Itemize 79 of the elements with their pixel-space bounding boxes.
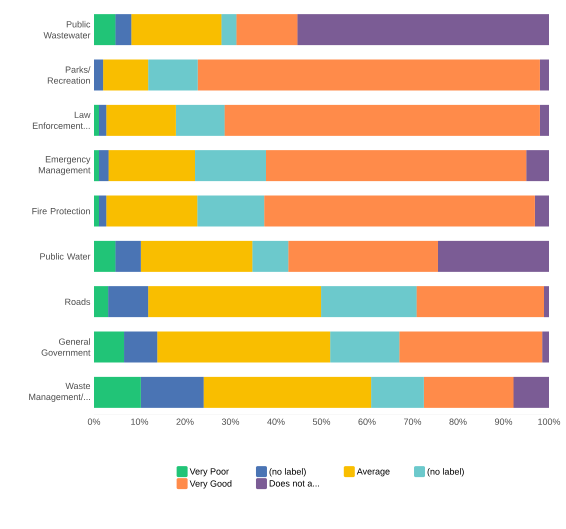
bar [371, 376, 424, 408]
bar [288, 240, 438, 272]
bar [526, 150, 550, 182]
bar [140, 240, 252, 272]
y-tick-label: Parks/ Recreation [48, 66, 90, 84]
bar [148, 60, 198, 91]
bar [438, 240, 550, 272]
x-tick-label: 10% [131, 418, 148, 425]
bar [106, 196, 198, 227]
bar [157, 332, 330, 363]
bar [540, 104, 550, 136]
legend-label: Average [356, 468, 390, 476]
y-tick-label: Public Water [40, 253, 90, 260]
bar [204, 376, 372, 408]
bar [94, 60, 104, 91]
bar [236, 14, 298, 46]
x-tick-label: 30% [222, 418, 240, 425]
legend-label: Very Poor [190, 468, 229, 476]
bar [124, 332, 158, 363]
bar [94, 240, 116, 272]
bar [115, 240, 141, 272]
y-tick-label: Public Wastewater [44, 20, 90, 38]
bar [197, 196, 264, 227]
x-tick-label: 20% [176, 418, 194, 425]
bar [321, 286, 417, 318]
bar [99, 150, 109, 182]
legend-label: (no label) [270, 468, 306, 477]
bar [534, 196, 550, 227]
bar [94, 104, 100, 136]
y-tick-label: Emergency Management [38, 156, 90, 176]
bar [108, 150, 196, 182]
bar [424, 376, 514, 408]
bar [103, 60, 148, 91]
bar [115, 14, 132, 46]
bar [148, 286, 322, 318]
bar [266, 150, 526, 182]
bar [195, 150, 266, 182]
y-tick-label: Roads [65, 298, 90, 305]
bar [176, 104, 225, 136]
bar [140, 376, 204, 408]
x-tick-label: 60% [358, 418, 376, 425]
bar [106, 104, 176, 136]
bar [297, 14, 550, 46]
bar [94, 150, 100, 182]
y-tick-label: Fire Protection [32, 208, 90, 214]
bar [542, 332, 550, 363]
legend-label: (no label) [428, 468, 464, 477]
bar [94, 286, 108, 318]
x-tick-label: 40% [267, 418, 285, 425]
bar [99, 104, 106, 136]
x-tick-label: 70% [404, 418, 422, 425]
bar [94, 332, 124, 363]
y-tick-label: Law Enforcement... [32, 112, 90, 129]
bar [264, 196, 535, 227]
bar [544, 286, 550, 318]
bar [416, 286, 544, 318]
bar [540, 60, 550, 91]
bar [221, 14, 236, 46]
x-tick-label: 0% [88, 418, 100, 425]
bar [514, 376, 550, 408]
bar [94, 14, 116, 46]
legend-label: Does not a... [270, 480, 319, 487]
bar [252, 240, 288, 272]
bar [224, 104, 540, 136]
x-tick-label: 100% [538, 418, 560, 425]
bar [131, 14, 222, 46]
x-tick-label: 90% [494, 418, 512, 425]
bar [198, 60, 540, 91]
bar [399, 332, 542, 363]
bar [99, 196, 106, 227]
bar [330, 332, 400, 363]
y-tick-label: Waste Management/... [29, 382, 90, 402]
x-tick-label: 80% [449, 418, 467, 425]
bar [94, 376, 141, 408]
bar [108, 286, 148, 318]
legend-label: Very Good [190, 480, 232, 489]
x-tick-label: 50% [312, 418, 330, 425]
y-tick-label: General Government [42, 338, 90, 356]
bar [94, 196, 100, 227]
